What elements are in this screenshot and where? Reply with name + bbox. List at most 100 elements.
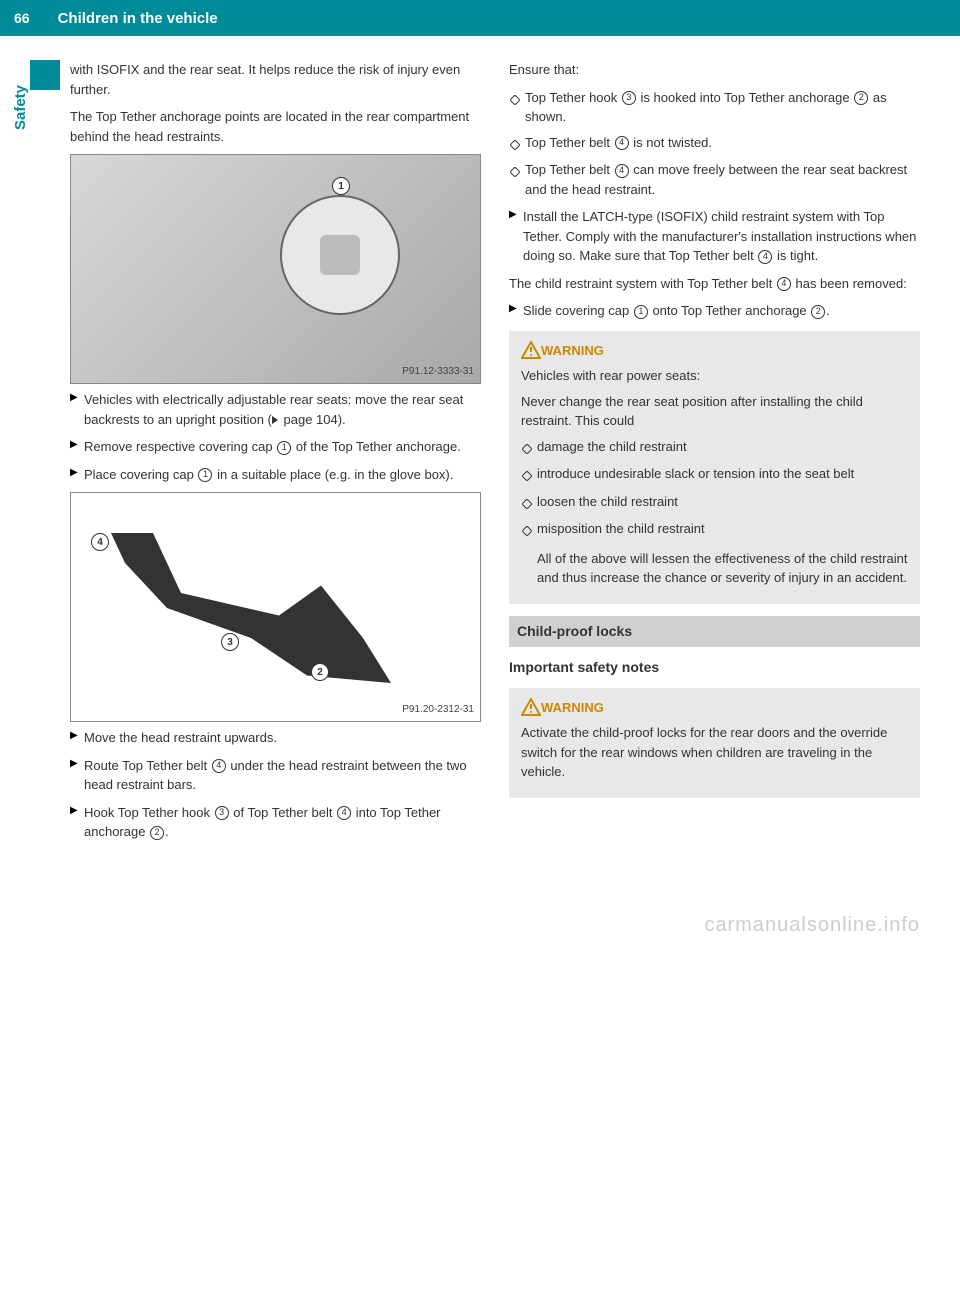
num-circle-1: 1 (198, 468, 212, 482)
bullet-text: introduce undesirable slack or tension i… (537, 464, 908, 486)
marker-1: 1 (332, 177, 350, 195)
bullet-item: introduce undesirable slack or tension i… (521, 464, 908, 486)
instruction-list: ▶ Install the LATCH-type (ISOFIX) child … (509, 207, 920, 266)
step-marker-icon: ▶ (70, 437, 84, 457)
warning-box: WARNING Vehicles with rear power seats: … (509, 331, 920, 604)
bullet-icon (521, 437, 537, 459)
bullet-text: misposition the child restraint (537, 519, 908, 541)
num-circle-4: 4 (777, 277, 791, 291)
figure-2: 4 3 2 P91.20-2312-31 (70, 492, 481, 722)
step-marker-icon: ▶ (70, 756, 84, 795)
bullet-item: Top Tether hook 3 is hooked into Top Tet… (509, 88, 920, 127)
instruction-text: Move the head restraint upwards. (84, 728, 481, 748)
instruction-item: ▶ Slide covering cap 1 onto Top Tether a… (509, 301, 920, 321)
page: 66 Children in the vehicle Safety with I… (0, 0, 960, 960)
num-circle-1: 1 (634, 305, 648, 319)
side-tab-box (30, 60, 60, 90)
page-number: 66 (0, 0, 44, 36)
figure-caption: P91.12-3333-31 (402, 364, 474, 379)
footer-watermark: carmanualsonline.info (0, 890, 960, 960)
num-circle-4: 4 (615, 164, 629, 178)
text: Place covering cap (84, 467, 197, 482)
text: The child restraint system with Top Teth… (509, 276, 776, 291)
step-marker-icon: ▶ (70, 728, 84, 748)
columns: with ISOFIX and the rear seat. It helps … (60, 60, 960, 890)
marker-4: 4 (91, 533, 109, 551)
text: Route Top Tether belt (84, 758, 211, 773)
figure-1: 1 P91.12-3333-31 (70, 154, 481, 384)
bullet-text: Top Tether hook 3 is hooked into Top Tet… (525, 88, 920, 127)
text: Top Tether hook (525, 90, 621, 105)
num-circle-3: 3 (215, 806, 229, 820)
instruction-item: ▶ Remove respective covering cap 1 of th… (70, 437, 481, 457)
num-circle-4: 4 (212, 759, 226, 773)
step-marker-icon: ▶ (509, 301, 523, 321)
warning-text: Never change the rear seat position afte… (521, 392, 908, 431)
header-title: Children in the vehicle (44, 0, 960, 36)
bullet-text: Top Tether belt 4 is not twisted. (525, 133, 920, 155)
warning-text: All of the above will lessen the effecti… (521, 549, 908, 588)
num-circle-3: 3 (622, 91, 636, 105)
paragraph: Ensure that: (509, 60, 920, 80)
side-tab-label: Safety (10, 85, 33, 130)
text: is hooked into Top Tether anchorage (637, 90, 853, 105)
bullet-item: Top Tether belt 4 can move freely betwee… (509, 160, 920, 199)
text: Top Tether belt (525, 135, 614, 150)
anchorage-icon (320, 235, 360, 275)
num-circle-1: 1 (277, 441, 291, 455)
instruction-text: Hook Top Tether hook 3 of Top Tether bel… (84, 803, 481, 842)
instruction-text: Remove respective covering cap 1 of the … (84, 437, 481, 457)
paragraph: The child restraint system with Top Teth… (509, 274, 920, 294)
figure-callout (280, 195, 400, 315)
marker-2: 2 (311, 663, 329, 681)
text: Hook Top Tether hook (84, 805, 214, 820)
bullet-text: damage the child restraint (537, 437, 908, 459)
text: is tight. (773, 248, 818, 263)
step-marker-icon: ▶ (509, 207, 523, 266)
bullet-icon (509, 160, 525, 199)
instruction-item: ▶ Hook Top Tether hook 3 of Top Tether b… (70, 803, 481, 842)
instruction-text: Place covering cap 1 in a suitable place… (84, 465, 481, 485)
num-circle-2: 2 (854, 91, 868, 105)
header-bar: 66 Children in the vehicle (0, 0, 960, 36)
section-title: Child-proof locks (509, 616, 920, 647)
instruction-item: ▶ Vehicles with electrically adjustable … (70, 390, 481, 429)
instruction-item: ▶ Install the LATCH-type (ISOFIX) child … (509, 207, 920, 266)
warning-label: WARNING (541, 698, 604, 718)
text: has been removed: (792, 276, 907, 291)
instruction-list: ▶ Move the head restraint upwards. ▶ Rou… (70, 728, 481, 842)
text: Remove respective covering cap (84, 439, 276, 454)
instruction-text: Slide covering cap 1 onto Top Tether anc… (523, 301, 920, 321)
xref-icon (272, 416, 278, 424)
text: in a suitable place (e.g. in the glove b… (213, 467, 453, 482)
bullet-item: misposition the child restraint (521, 519, 908, 541)
bullet-icon (509, 88, 525, 127)
bullet-icon (521, 519, 537, 541)
text: is not twisted. (630, 135, 712, 150)
side-tab-wrap: Safety (0, 60, 60, 890)
instruction-text: Install the LATCH-type (ISOFIX) child re… (523, 207, 920, 266)
bullet-icon (521, 492, 537, 514)
instruction-item: ▶ Move the head restraint upwards. (70, 728, 481, 748)
text: page 104). (280, 412, 346, 427)
num-circle-4: 4 (337, 806, 351, 820)
warning-icon (521, 341, 541, 359)
instruction-list: ▶ Vehicles with electrically adjustable … (70, 390, 481, 484)
bullet-icon (521, 464, 537, 486)
belt-shape (111, 533, 391, 683)
text: of the Top Tether anchorage. (292, 439, 461, 454)
instruction-text: Route Top Tether belt 4 under the head r… (84, 756, 481, 795)
bullet-list: Top Tether hook 3 is hooked into Top Tet… (509, 88, 920, 200)
warning-text: Activate the child-proof locks for the r… (521, 723, 908, 782)
bullet-item: damage the child restraint (521, 437, 908, 459)
text: of Top Tether belt (230, 805, 336, 820)
instruction-item: ▶ Place covering cap 1 in a suitable pla… (70, 465, 481, 485)
instruction-text: Vehicles with electrically adjustable re… (84, 390, 481, 429)
text: Top Tether belt (525, 162, 614, 177)
right-column: Ensure that: Top Tether hook 3 is hooked… (509, 60, 920, 850)
text: . (826, 303, 830, 318)
num-circle-4: 4 (615, 136, 629, 150)
instruction-item: ▶ Route Top Tether belt 4 under the head… (70, 756, 481, 795)
instruction-list: ▶ Slide covering cap 1 onto Top Tether a… (509, 301, 920, 321)
subheading: Important safety notes (509, 657, 920, 678)
